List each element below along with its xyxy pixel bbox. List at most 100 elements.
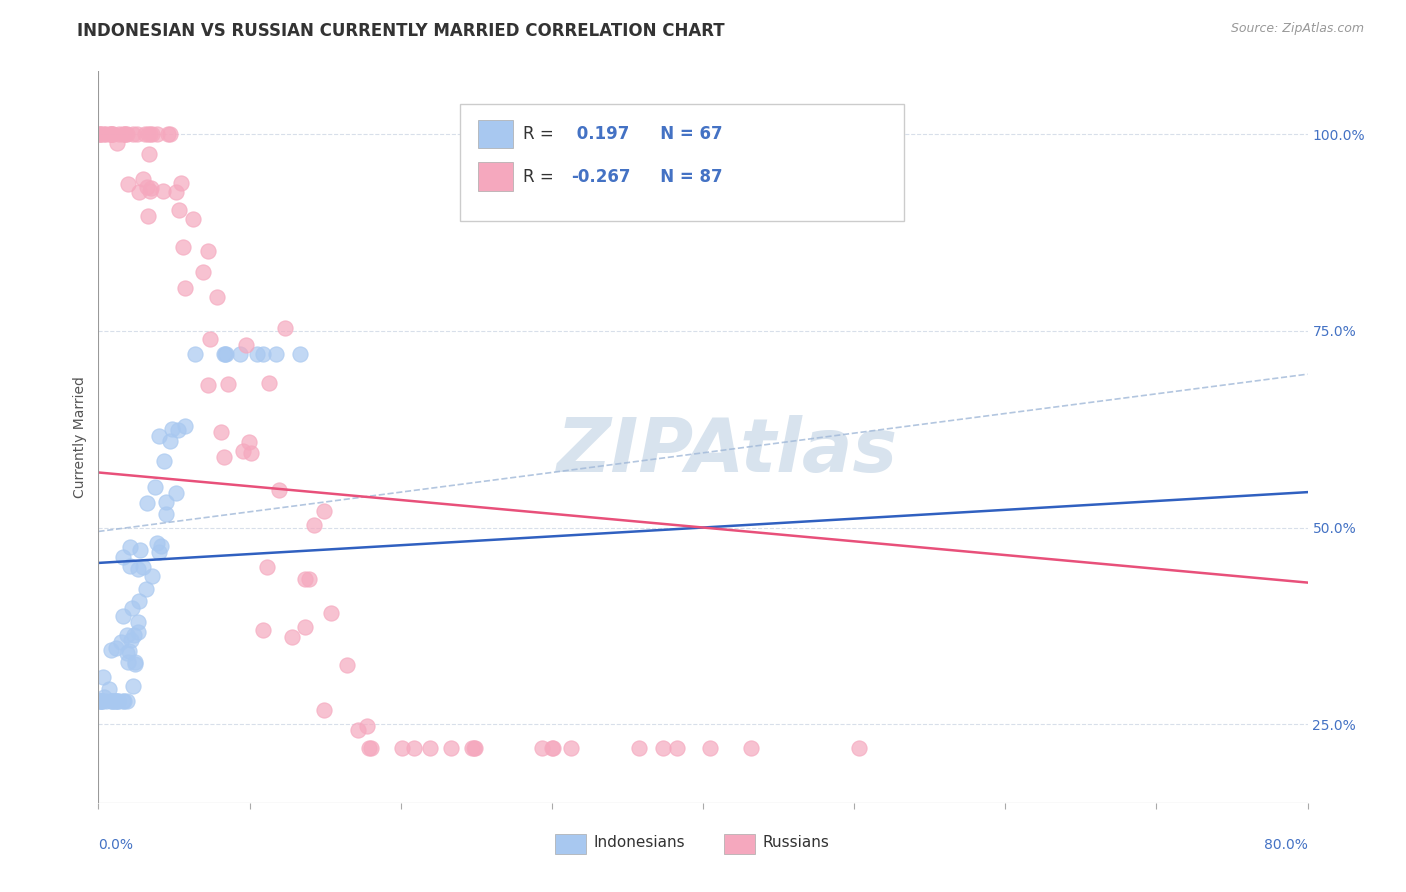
Point [419, 740, 441, 755]
Point [302, 518, 325, 533]
Point [111, 609, 134, 624]
Point [360, 740, 382, 755]
Point [155, 495, 177, 509]
Point [464, 740, 486, 755]
Point [402, 740, 425, 755]
Point [152, 184, 174, 198]
Point [115, 646, 138, 660]
Point [848, 740, 870, 755]
Point [107, 693, 129, 707]
Point [115, 693, 138, 707]
Point [246, 347, 269, 361]
Text: 80.0%: 80.0% [1264, 838, 1308, 852]
Text: -0.267: -0.267 [571, 168, 630, 186]
Point [89, 693, 111, 707]
Point [152, 454, 174, 468]
Point [165, 186, 187, 200]
Point [235, 337, 257, 351]
Point [111, 693, 134, 707]
Point [135, 582, 157, 596]
Point [93, 128, 115, 142]
Point [101, 128, 124, 142]
Y-axis label: Currently Married: Currently Married [73, 376, 87, 498]
Text: Russians: Russians [762, 836, 830, 850]
Point [94, 693, 117, 707]
Point [461, 740, 484, 755]
Point [136, 495, 159, 509]
Point [121, 679, 143, 693]
Point [256, 560, 278, 574]
Point [297, 572, 319, 586]
Point [146, 535, 169, 549]
Point [160, 422, 183, 436]
Point [89, 128, 111, 142]
Point [114, 128, 136, 142]
Point [314, 703, 336, 717]
Point [699, 740, 721, 755]
Point [139, 128, 162, 142]
Point [122, 628, 145, 642]
Text: Source: ZipAtlas.com: Source: ZipAtlas.com [1230, 22, 1364, 36]
Point [100, 128, 122, 142]
Point [112, 128, 135, 142]
Point [122, 128, 145, 142]
Point [117, 178, 139, 192]
Point [167, 423, 190, 437]
Point [463, 740, 485, 755]
Point [112, 693, 135, 707]
Text: 0.197: 0.197 [571, 125, 630, 143]
Point [101, 693, 124, 707]
Point [120, 540, 142, 554]
Point [91, 670, 114, 684]
Point [157, 128, 180, 142]
Point [121, 601, 143, 615]
Point [543, 740, 565, 755]
Point [209, 425, 232, 439]
Point [117, 655, 139, 669]
Point [170, 177, 193, 191]
Text: N = 67: N = 67 [643, 125, 723, 143]
Text: N = 87: N = 87 [643, 168, 723, 186]
Point [148, 544, 170, 558]
Point [120, 633, 142, 648]
Point [100, 643, 122, 657]
Point [112, 549, 135, 564]
Point [127, 615, 149, 629]
Point [391, 740, 413, 755]
Point [172, 240, 194, 254]
Point [129, 543, 152, 558]
Point [136, 128, 159, 142]
Text: 0.0%: 0.0% [98, 838, 134, 852]
Point [252, 623, 274, 637]
Point [294, 620, 316, 634]
Point [356, 719, 378, 733]
Point [143, 479, 166, 493]
Point [197, 244, 219, 258]
Point [138, 184, 160, 198]
Point [167, 202, 190, 217]
Point [173, 419, 195, 434]
Point [540, 740, 562, 755]
Point [132, 172, 155, 186]
Point [141, 128, 163, 142]
Point [141, 181, 163, 195]
Point [165, 485, 187, 500]
Point [124, 655, 146, 669]
Point [740, 740, 762, 755]
Point [128, 185, 150, 199]
Point [101, 693, 124, 707]
Point [104, 693, 127, 707]
Point [294, 572, 316, 586]
Point [314, 504, 336, 518]
Point [238, 434, 260, 449]
Point [150, 539, 173, 553]
Point [319, 606, 342, 620]
Point [232, 444, 254, 458]
Point [183, 347, 205, 361]
Point [141, 569, 163, 583]
Point [117, 628, 139, 642]
Point [148, 429, 170, 443]
Point [212, 450, 235, 464]
Point [257, 376, 280, 390]
Point [110, 635, 132, 649]
